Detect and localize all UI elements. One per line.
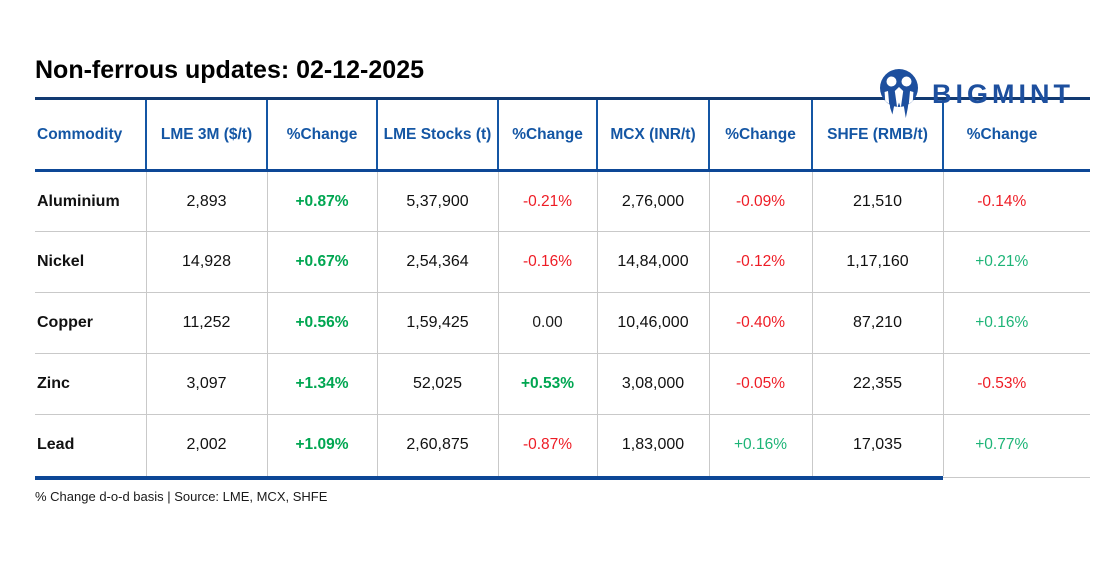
value-cell: 3,08,000	[597, 353, 710, 415]
value-cell: 17,035	[812, 414, 944, 476]
change-cell: 0.00	[498, 292, 598, 354]
change-cell: -0.87%	[498, 414, 598, 476]
column-header-shfe-change: %Change	[943, 98, 1090, 172]
change-cell: -0.16%	[498, 231, 598, 293]
change-cell: -0.12%	[709, 231, 813, 293]
change-cell: -0.21%	[498, 170, 598, 232]
bigmint-logo-icon	[880, 69, 918, 118]
column-header-shfe: SHFE (RMB/t)	[812, 98, 944, 172]
header-row: Commodity LME 3M ($/t) %Change LME Stock…	[35, 98, 1090, 172]
change-cell: +0.67%	[267, 231, 378, 293]
column-header-mcx-change: %Change	[709, 98, 813, 172]
value-cell: 3,097	[146, 353, 268, 415]
change-cell: -0.05%	[709, 353, 813, 415]
brand-logo: BIGMINT	[876, 68, 1074, 120]
commodity-cell: Zinc	[35, 353, 147, 415]
change-cell: +1.34%	[267, 353, 378, 415]
value-cell: 14,84,000	[597, 231, 710, 293]
column-header-lme-3m-change: %Change	[267, 98, 378, 172]
change-cell: -0.09%	[709, 170, 813, 232]
table-header: Commodity LME 3M ($/t) %Change LME Stock…	[35, 98, 1090, 172]
change-cell: +0.77%	[975, 436, 1029, 454]
value-cell: 2,76,000	[597, 170, 710, 232]
value-cell: 22,355	[812, 353, 944, 415]
column-header-mcx: MCX (INR/t)	[597, 98, 710, 172]
table-bottom-border	[35, 475, 1090, 480]
commodity-cell: Aluminium	[35, 170, 147, 232]
brand-name: BIGMINT	[932, 78, 1074, 109]
table-row: Copper 11,252 +0.56% 1,59,425 0.00 10,46…	[35, 292, 1090, 354]
report-body: Non-ferrous updates: 02-12-2025 Commodit…	[0, 56, 1098, 504]
value-cell: 10,46,000	[597, 292, 710, 354]
bottom-border-gray-segment	[943, 476, 1090, 478]
commodity-cell: Nickel	[35, 231, 147, 293]
value-cell: 11,252	[146, 292, 268, 354]
value-cell: 21,510	[812, 170, 944, 232]
commodity-price-table: Commodity LME 3M ($/t) %Change LME Stock…	[35, 97, 1090, 476]
table-row: Zinc 3,097 +1.34% 52,025 +0.53% 3,08,000…	[35, 353, 1090, 415]
table-body: Aluminium 2,893 +0.87% 5,37,900 -0.21% 2…	[35, 170, 1090, 476]
value-cell: 1,59,425	[377, 292, 499, 354]
change-cell: +0.21%	[943, 231, 1090, 293]
column-header-commodity: Commodity	[35, 98, 147, 172]
value-cell: 2,54,364	[377, 231, 499, 293]
change-cell: -0.53%	[943, 353, 1090, 415]
column-header-lme-3m: LME 3M ($/t)	[146, 98, 268, 172]
table-row: Aluminium 2,893 +0.87% 5,37,900 -0.21% 2…	[35, 170, 1090, 232]
column-header-lme-stocks-change: %Change	[498, 98, 598, 172]
change-cell: -0.14%	[943, 170, 1090, 232]
footnote: % Change d-o-d basis | Source: LME, MCX,…	[35, 488, 328, 504]
change-cell: -0.40%	[709, 292, 813, 354]
table-row: Nickel 14,928 +0.67% 2,54,364 -0.16% 14,…	[35, 231, 1090, 293]
value-cell: 2,893	[146, 170, 268, 232]
change-cell: +0.16%	[709, 414, 813, 476]
change-cell: +1.09%	[267, 414, 378, 476]
change-cell: +0.87%	[267, 170, 378, 232]
value-cell: 5,37,900	[377, 170, 499, 232]
value-cell: 2,60,875	[377, 414, 499, 476]
change-cell: +0.53%	[498, 353, 598, 415]
value-cell: 14,928	[146, 231, 268, 293]
commodity-cell: Copper	[35, 292, 147, 354]
value-cell: 87,210	[812, 292, 944, 354]
column-header-lme-stocks: LME Stocks (t)	[377, 98, 499, 172]
value-cell: 52,025	[377, 353, 499, 415]
table-row: Lead 2,002 +1.09% 2,60,875 -0.87% 1,83,0…	[35, 414, 1090, 476]
change-cell: +0.16%	[943, 292, 1090, 354]
bottom-border-blue-segment	[35, 475, 943, 480]
change-cell: +0.56%	[267, 292, 378, 354]
value-cell: 1,17,160	[812, 231, 944, 293]
value-cell: 1,83,000	[597, 414, 710, 476]
commodity-cell: Lead	[35, 414, 147, 476]
page-title: Non-ferrous updates: 02-12-2025	[35, 56, 425, 84]
value-cell: 2,002	[146, 414, 268, 476]
